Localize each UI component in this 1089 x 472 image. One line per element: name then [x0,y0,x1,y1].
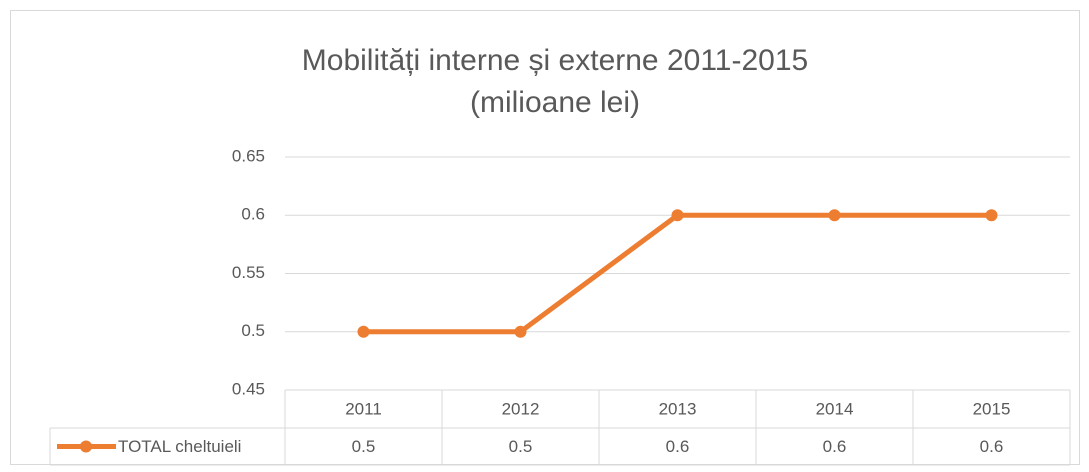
legend-marker [80,440,92,453]
y-tick-label: 0.5 [241,321,265,340]
table-value: 0.5 [509,437,533,456]
y-tick-label: 0.45 [232,379,265,398]
chart-border [10,10,1080,465]
x-tick-label: 2014 [816,399,854,418]
chart-title: Mobilități interne și externe 2011-2015 [302,44,808,77]
point [985,209,998,222]
table-value: 0.6 [823,437,847,456]
point [671,209,684,222]
legend-label: TOTAL cheltuieli [118,437,241,456]
x-tick-label: 2015 [973,399,1011,418]
chart-subtitle: (milioane lei) [470,86,640,119]
point [357,325,370,338]
y-tick-label: 0.55 [232,263,265,282]
table-value: 0.6 [980,437,1004,456]
point [514,325,527,338]
table-value: 0.5 [352,437,376,456]
point [828,209,841,222]
x-tick-label: 2012 [502,399,540,418]
x-tick-label: 2013 [659,399,697,418]
table-value: 0.6 [666,437,690,456]
x-tick-label: 2011 [345,399,382,418]
y-tick-label: 0.6 [241,205,265,224]
y-tick-label: 0.65 [232,146,265,165]
